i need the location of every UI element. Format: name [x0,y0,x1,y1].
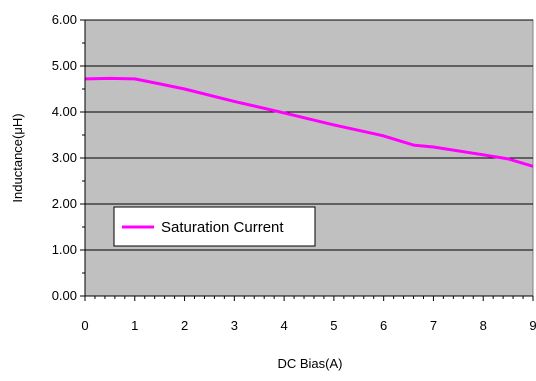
y-tick-label: 3.00 [52,150,77,165]
y-tick-label: 2.00 [52,196,77,211]
x-tick-labels: 0 1 2 3 4 5 6 7 8 9 [81,318,536,333]
legend-label: Saturation Current [161,219,284,236]
x-tick-label: 8 [480,318,487,333]
x-tick-label: 1 [131,318,138,333]
legend: Saturation Current [113,206,316,247]
x-tick-label: 9 [529,318,536,333]
x-tick-label: 4 [280,318,287,333]
x-tick-label: 0 [81,318,88,333]
x-tick-label: 7 [430,318,437,333]
series-group [84,76,534,168]
x-tick-label: 2 [181,318,188,333]
y-ticks [80,19,85,297]
y-tick-label: 0.00 [52,288,77,303]
y-tick-label: 1.00 [52,242,77,257]
series-line [84,76,534,168]
grid-lines [85,19,533,251]
x-tick-label: 3 [231,318,238,333]
x-tick-label: 6 [380,318,387,333]
y-tick-label: 6.00 [52,12,77,27]
y-tick-labels: 0.00 1.00 2.00 3.00 4.00 5.00 6.00 [52,12,77,303]
y-tick-label: 5.00 [52,58,77,73]
x-axis-title: DC Bias(A) [277,356,342,371]
y-axis-title: Inductance(μH) [10,113,25,202]
y-tick-label: 4.00 [52,104,77,119]
x-tick-label: 5 [330,318,337,333]
x-ticks [84,296,534,301]
